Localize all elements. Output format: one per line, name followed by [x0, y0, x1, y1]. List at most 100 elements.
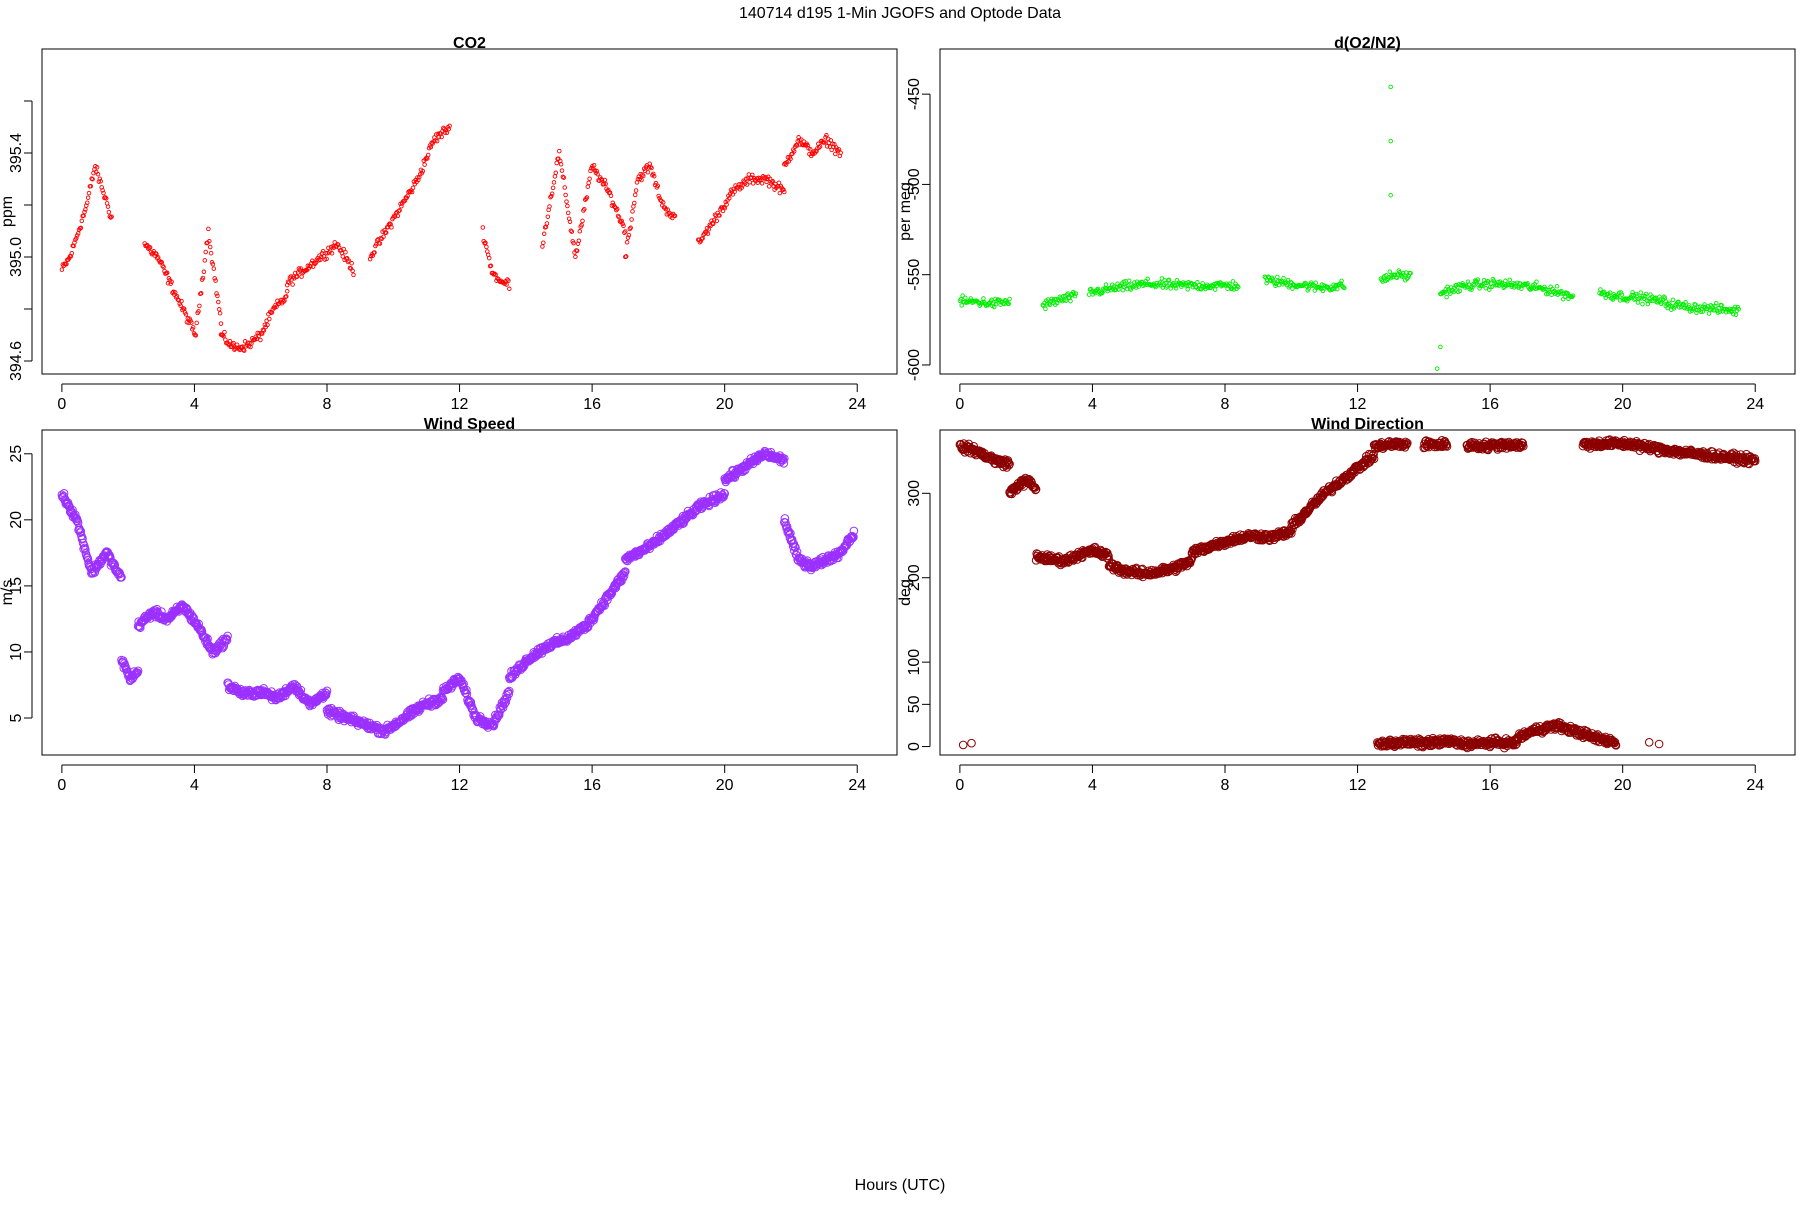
o2n2-point	[1388, 84, 1393, 90]
wind-speed-y-tick-label: 20	[8, 511, 25, 529]
co2-point	[161, 264, 166, 270]
co2-point	[399, 204, 404, 209]
co2-point	[486, 255, 492, 261]
o2n2-point	[1570, 293, 1576, 298]
o2n2-point	[1713, 300, 1719, 306]
o2n2-point	[1507, 277, 1513, 283]
co2-point	[828, 138, 834, 143]
wind-speed-point	[466, 697, 476, 707]
co2-point	[241, 347, 246, 353]
co2-point	[101, 190, 106, 196]
co2-point	[770, 179, 776, 184]
o2n2-point	[1465, 279, 1471, 284]
o2n2-point	[1516, 285, 1521, 290]
co2-point	[721, 204, 727, 210]
o2n2-point	[1451, 289, 1457, 295]
o2n2-point	[1670, 297, 1676, 303]
co2-point	[816, 145, 822, 150]
o2n2-point	[1068, 298, 1073, 304]
co2-point	[381, 234, 386, 239]
co2-point	[265, 322, 270, 328]
o2n2-point	[1330, 286, 1335, 292]
co2-point	[261, 328, 267, 333]
o2n2-point	[1638, 290, 1643, 295]
o2n2-point	[1120, 287, 1126, 293]
o2n2-point	[1086, 292, 1092, 297]
x-axis-label: Hours (UTC)	[855, 1177, 946, 1194]
o2n2-point	[1164, 283, 1170, 289]
co2-point	[626, 232, 632, 238]
co2-point	[766, 184, 772, 189]
co2-point	[553, 170, 559, 176]
wind-direction-point	[1031, 485, 1041, 494]
co2-point	[798, 142, 803, 147]
wind-speed-title: Wind Speed	[424, 416, 515, 433]
co2-point	[214, 291, 219, 296]
co2-point	[759, 181, 765, 186]
co2-point	[833, 151, 838, 157]
co2-point	[575, 241, 581, 246]
o2n2-point	[1073, 291, 1079, 296]
wind-direction-point	[1287, 529, 1296, 538]
o2n2-point	[1387, 269, 1393, 274]
wind-speed-point	[618, 573, 628, 583]
o2n2-point	[1643, 291, 1649, 297]
co2-point	[86, 190, 92, 196]
co2-point	[346, 258, 352, 264]
wind-speed-point	[600, 601, 610, 610]
wind-speed-point	[436, 692, 446, 702]
wind-speed-x-tick-label: 16	[583, 777, 601, 794]
co2-point	[672, 213, 678, 219]
wind-direction-point	[1369, 449, 1378, 459]
co2-point	[633, 188, 639, 193]
co2-point	[241, 348, 247, 353]
co2-point	[262, 322, 268, 328]
wind-speed-point	[222, 636, 232, 645]
o2n2-point	[1542, 284, 1547, 290]
wind-speed-point	[619, 571, 629, 580]
co2-point	[584, 195, 590, 200]
wind-direction-title: Wind Direction	[1311, 416, 1424, 433]
o2n2-point	[1471, 282, 1477, 288]
co2-point	[656, 193, 661, 199]
o2n2-point	[1043, 306, 1048, 312]
wind-speed-point	[780, 454, 789, 463]
o2n2-title: d(O2/N2)	[1334, 35, 1401, 52]
co2-point	[782, 189, 787, 195]
co2-point	[74, 235, 79, 241]
o2n2-point	[1652, 296, 1658, 301]
o2n2-point	[1499, 280, 1505, 286]
o2n2-point	[959, 303, 964, 308]
co2-point	[196, 309, 201, 314]
co2-point	[623, 229, 628, 234]
co2-point	[824, 144, 830, 149]
o2n2-point	[1609, 296, 1615, 301]
co2-point	[632, 192, 638, 198]
co2-point	[587, 176, 592, 181]
wind-speed-point	[322, 686, 332, 696]
wind-direction-x-tick-label: 0	[955, 777, 964, 794]
co2-point	[231, 340, 236, 346]
co2-x-tick-label: 12	[451, 396, 469, 413]
wind-direction-point	[1104, 551, 1113, 561]
wind-direction-x-tick-label: 20	[1614, 777, 1632, 794]
wind-direction-x-tick-label: 16	[1481, 777, 1499, 794]
co2-point	[619, 218, 624, 224]
wind-direction-point	[1441, 438, 1450, 447]
wind-speed-point	[784, 527, 794, 536]
co2-point	[410, 185, 416, 191]
co2-point	[563, 192, 568, 198]
co2-point	[103, 195, 108, 200]
co2-point	[579, 222, 584, 228]
co2-point	[313, 260, 319, 265]
wind-speed-y-tick-label: 15	[8, 577, 25, 595]
o2n2-point	[1342, 285, 1347, 291]
co2-point	[318, 257, 323, 263]
co2-point	[83, 207, 88, 212]
wind-speed-point	[834, 553, 843, 563]
o2n2-x-tick-label: 0	[955, 396, 964, 413]
o2n2-point	[1632, 297, 1637, 302]
o2n2-point	[1303, 281, 1309, 286]
